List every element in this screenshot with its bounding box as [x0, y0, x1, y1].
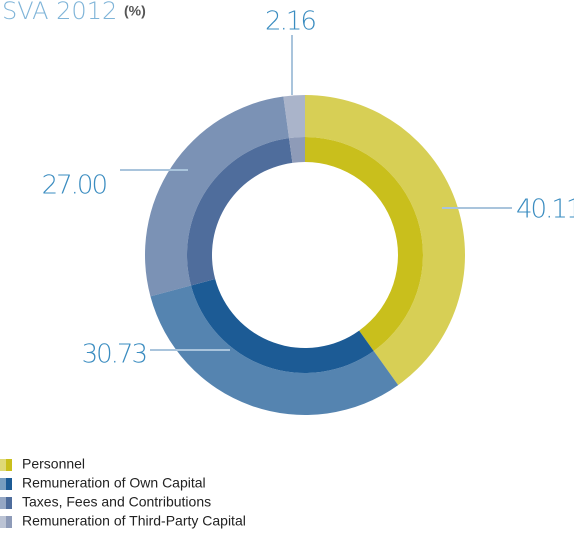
- value-label: 27.00: [42, 171, 107, 201]
- value-label: 30.73: [82, 340, 146, 370]
- value-label: 40.11: [516, 195, 574, 225]
- donut-outer-segment: [283, 95, 305, 139]
- legend-label: Remuneration of Own Capital: [22, 475, 206, 491]
- donut-outer-segment: [145, 96, 290, 297]
- legend-label: Taxes, Fees and Contributions: [22, 494, 211, 510]
- donut-inner-segment: [289, 137, 305, 163]
- chart-title: SVA 2012: [2, 0, 117, 25]
- donut-inner-segment: [305, 137, 424, 351]
- legend-swatch-light: [0, 497, 6, 509]
- legend-swatch: [6, 478, 12, 490]
- legend-swatch-light: [0, 478, 6, 490]
- legend-swatch: [6, 516, 12, 528]
- donut-outer-segment: [150, 285, 399, 415]
- chart-subtitle: (%): [124, 3, 146, 19]
- value-label: 2.16: [265, 7, 315, 37]
- legend-swatch-light: [0, 516, 6, 528]
- legend-label: Remuneration of Third-Party Capital: [22, 513, 246, 529]
- legend-swatch: [6, 497, 12, 509]
- legend-label: Personnel: [22, 456, 85, 472]
- legend-swatch: [6, 459, 12, 471]
- donut-inner-segment: [187, 138, 293, 286]
- donut-outer-segment: [305, 95, 466, 386]
- legend-swatch-light: [0, 459, 6, 471]
- donut-inner-segment: [191, 279, 374, 373]
